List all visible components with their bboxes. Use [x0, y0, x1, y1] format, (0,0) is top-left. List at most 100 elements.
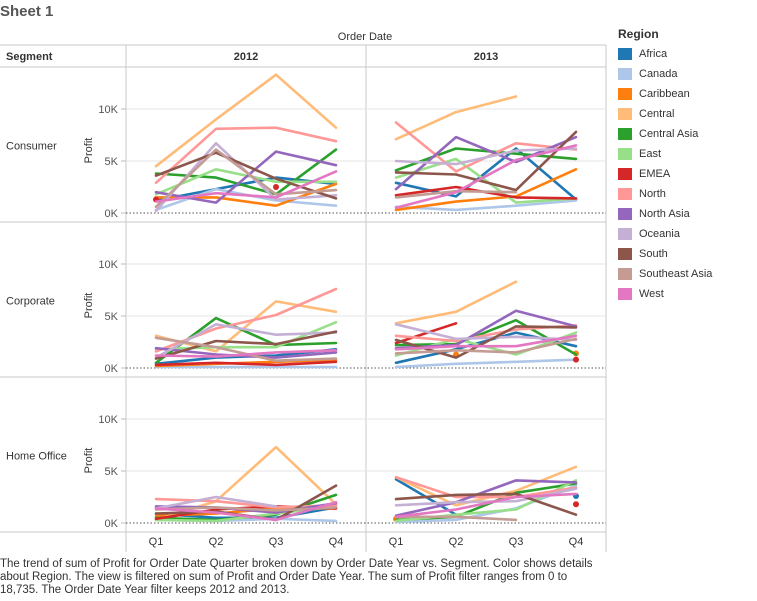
- color-legend: Region Africa Canada Caribbean Central Centr…: [618, 27, 712, 304]
- series-southeast-asia: [394, 337, 578, 355]
- legend-swatch: [618, 108, 632, 120]
- series-africa: [394, 147, 578, 201]
- y-tick-label: 10K: [98, 259, 118, 271]
- series-south: [154, 151, 338, 200]
- series-line: [394, 334, 578, 351]
- legend-item-north-asia[interactable]: North Asia: [618, 204, 712, 224]
- series-west: [394, 492, 578, 519]
- series-west: [394, 334, 578, 351]
- series-east: [394, 157, 578, 204]
- legend-title: Region: [618, 27, 659, 41]
- legend-item-canada[interactable]: Canada: [618, 64, 712, 84]
- series-line: [394, 475, 578, 499]
- legend-item-north[interactable]: North: [618, 184, 712, 204]
- series-west: [154, 170, 338, 203]
- series-line: [394, 515, 518, 522]
- series-line: [154, 126, 338, 185]
- series-west: [154, 348, 338, 358]
- data-point: [573, 356, 579, 363]
- row-header-segment: Segment: [6, 51, 53, 63]
- year-header-2012: 2012: [234, 51, 258, 63]
- y-tick-label: 5K: [105, 466, 119, 478]
- series-line: [154, 148, 338, 209]
- series-line: [394, 199, 578, 212]
- legend-label: West: [639, 288, 664, 300]
- trellis-line-chart: Order Date Segment 2012 2013 Consumer Profit 0…: [0, 31, 607, 552]
- series-north-asia: [394, 479, 578, 518]
- series-line: [394, 95, 518, 141]
- legend-label: Africa: [639, 48, 668, 60]
- series-caribbean: [394, 168, 578, 212]
- data-point: [273, 184, 279, 190]
- series-line: [394, 130, 578, 192]
- view-caption: The trend of sum of Profit for Order Dat…: [0, 558, 593, 596]
- series-line: [394, 147, 578, 201]
- sheet-title: Sheet 1: [0, 3, 54, 20]
- series-line: [394, 147, 578, 172]
- y-tick-label: 5K: [105, 311, 119, 323]
- legend-label: Southeast Asia: [639, 268, 713, 280]
- series-line: [154, 346, 338, 359]
- segment-label-consumer: Consumer: [6, 141, 57, 153]
- y-tick-label: 0K: [105, 208, 119, 220]
- legend-item-central[interactable]: Central: [618, 104, 712, 124]
- series-canada: [394, 199, 578, 212]
- legend-item-emea[interactable]: EMEA: [618, 164, 712, 184]
- legend-label: EMEA: [639, 168, 671, 180]
- series-oceania: [394, 147, 578, 166]
- series-line: [154, 151, 338, 200]
- series-line: [394, 479, 578, 518]
- legend-label: Caribbean: [639, 88, 690, 100]
- legend-item-oceania[interactable]: Oceania: [618, 224, 712, 244]
- legend-item-africa[interactable]: Africa: [618, 44, 712, 64]
- legend-item-caribbean[interactable]: Caribbean: [618, 84, 712, 104]
- legend-item-west[interactable]: West: [618, 284, 712, 304]
- legend-label: Central: [639, 108, 675, 120]
- legend-item-central-asia[interactable]: Central Asia: [618, 124, 712, 144]
- series-central: [394, 95, 518, 141]
- year-header-2013: 2013: [474, 51, 498, 63]
- x-tick-label-q4: Q4: [329, 536, 344, 548]
- series-emea: [394, 321, 579, 363]
- series-line: [394, 280, 518, 325]
- legend-swatch: [618, 68, 632, 80]
- series-oceania: [154, 322, 338, 359]
- x-tick-label-q3: Q3: [269, 536, 284, 548]
- legend-label: East: [639, 148, 662, 160]
- series-canada: [394, 484, 578, 524]
- series-north-asia: [154, 346, 338, 359]
- y-tick-label: 10K: [98, 104, 118, 116]
- legend-item-south[interactable]: South: [618, 244, 712, 264]
- series-west: [394, 144, 578, 210]
- legend-swatch: [618, 268, 632, 280]
- legend-item-southeast-asia[interactable]: Southeast Asia: [618, 264, 712, 284]
- series-line: [394, 322, 578, 342]
- series-line: [154, 348, 338, 358]
- series-canada: [394, 358, 578, 369]
- legend-swatch: [618, 288, 632, 300]
- series-central-asia: [394, 147, 578, 172]
- series-line: [394, 168, 578, 212]
- series-south: [394, 130, 578, 192]
- legend-swatch: [618, 48, 632, 60]
- legend-swatch: [618, 168, 632, 180]
- y-axis-title: Profit: [83, 448, 95, 474]
- series-line: [154, 506, 338, 512]
- legend-swatch: [618, 208, 632, 220]
- series-line: [154, 170, 338, 203]
- series-southeast-asia: [154, 506, 338, 512]
- series-north: [154, 126, 338, 185]
- series-north: [394, 475, 578, 499]
- y-tick-label: 0K: [105, 363, 119, 375]
- legend-label: South: [639, 248, 668, 260]
- segment-label-corporate: Corporate: [6, 296, 55, 308]
- legend-item-east[interactable]: East: [618, 144, 712, 164]
- series-line: [154, 322, 338, 359]
- x-tick-label-q2: Q2: [209, 536, 224, 548]
- legend-label: Oceania: [639, 228, 680, 240]
- y-tick-label: 10K: [98, 414, 118, 426]
- series-line: [154, 497, 338, 509]
- series-line: [394, 358, 578, 369]
- series-line: [394, 157, 578, 204]
- series-southeast-asia: [394, 515, 518, 522]
